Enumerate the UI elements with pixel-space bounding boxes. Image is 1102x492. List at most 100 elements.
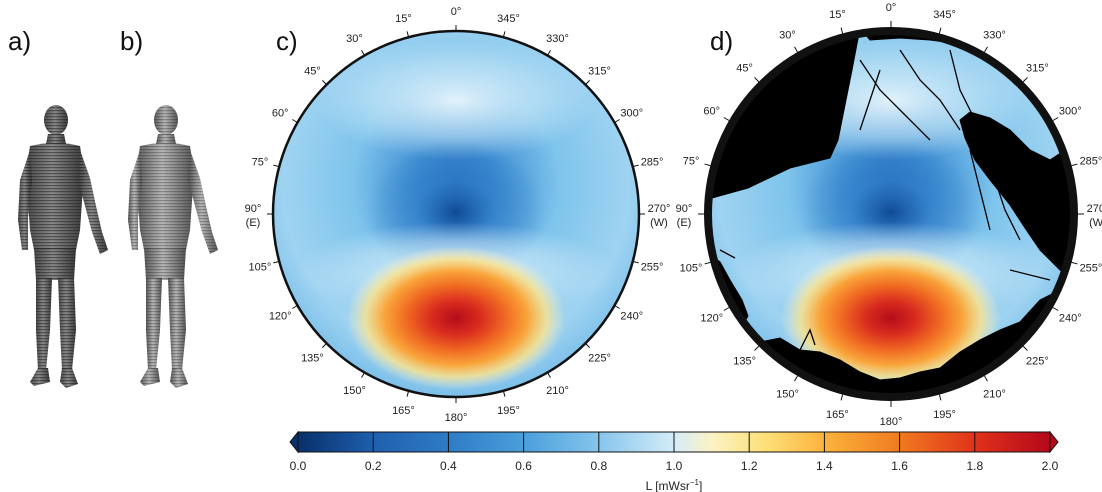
sky-map-d-tick-mark bbox=[1071, 163, 1078, 167]
sky-map-c-tick-label: 255° bbox=[641, 262, 664, 274]
sky-map-c-tick-label: 345° bbox=[497, 13, 520, 25]
sky-map-d-tick-label: 90° bbox=[676, 203, 693, 215]
sky-map-d-tick-label: 150° bbox=[776, 388, 799, 400]
sky-map-c-tick-label: 105° bbox=[249, 262, 272, 274]
sky-map-c-tick-label: 75° bbox=[252, 156, 269, 168]
sky-map-d-tick-label: 225° bbox=[1026, 355, 1049, 367]
sky-map-c-tick-mark bbox=[632, 260, 639, 264]
sky-map-c-tick-mark bbox=[292, 305, 298, 309]
sky-map-d-tick-mark bbox=[1052, 307, 1059, 311]
sky-map-d-tick-label: 135° bbox=[733, 355, 756, 367]
sky-map-d-tick-label: 270° bbox=[1087, 203, 1102, 215]
sky-map-c-tick-label: 330° bbox=[546, 33, 569, 45]
sky-map-c-tick-mark bbox=[502, 31, 506, 38]
sky-map-c-tick-label: 315° bbox=[588, 65, 611, 77]
sky-map-c-tick-label: 165° bbox=[392, 405, 415, 417]
sky-map-c-tick-label: 225° bbox=[588, 353, 611, 365]
sky-map-c-tick-label: 240° bbox=[620, 311, 643, 323]
sky-map-c-tick-mark bbox=[273, 164, 280, 168]
sky-map-d-tick-mark bbox=[1022, 77, 1028, 83]
sky-map-c-tick-mark bbox=[547, 50, 551, 56]
sky-map-d-tick-mark bbox=[1052, 117, 1059, 121]
sky-map-c-tick-mark bbox=[273, 260, 280, 264]
sky-map-c-tick-mark bbox=[361, 372, 365, 378]
sky-map-c-tick-label: 180° bbox=[445, 412, 468, 424]
sky-map-d-tick-mark bbox=[704, 261, 711, 265]
colorbar-ticks: 0.0 0.2 0.4 0.6 0.8 1.0 1.2 1.4 1.6 1.8 2.0 bbox=[290, 432, 1059, 473]
sky-map-d-tick-mark bbox=[1071, 261, 1078, 265]
sky-map-d-tick-mark bbox=[984, 46, 988, 53]
sky-map-c-tick-mark bbox=[547, 372, 551, 378]
sky-map-c-tick-mark bbox=[292, 119, 298, 123]
colorbar-min-arrow bbox=[289, 430, 299, 454]
sky-map-d-tick-label: 165° bbox=[826, 409, 849, 421]
sky-map-d-tick-sublabel: (E) bbox=[677, 217, 692, 229]
sky-map-d-tick-mark bbox=[723, 307, 730, 311]
sky-map-c-tick-mark bbox=[322, 343, 327, 348]
sky-map-c-tick-mark bbox=[614, 305, 620, 309]
sky-map-d-tick-label: 75° bbox=[683, 155, 700, 167]
sky-map-d-tick-mark bbox=[840, 27, 844, 34]
sky-map-d-tick-label: 120° bbox=[700, 313, 723, 325]
sky-map-d-tick-mark bbox=[938, 27, 942, 34]
colorbar-tick-label: 1.2 bbox=[741, 459, 758, 473]
human-model-voxel bbox=[18, 105, 108, 388]
sky-map-c-tick-label: 300° bbox=[620, 108, 643, 120]
sky-map-d-tick-label: 30° bbox=[779, 30, 796, 42]
panel-label-b: b) bbox=[120, 26, 143, 56]
colorbar-tick-label: 0.4 bbox=[440, 459, 457, 473]
sky-map-d-tick-mark bbox=[754, 77, 760, 83]
sky-map-d-tick-label: 45° bbox=[736, 63, 753, 75]
sky-map-d-tick-mark bbox=[984, 375, 988, 382]
panel-label-c: c) bbox=[276, 26, 298, 56]
sky-map-c-tick-mark bbox=[361, 50, 365, 56]
sky-map-c-tick-mark bbox=[322, 80, 327, 85]
colorbar-max-arrow bbox=[1049, 430, 1059, 454]
sky-radiance-map-c: 0° 345° 330° 315° 300° 285° 270° (W) 255° 240° 225… bbox=[245, 6, 671, 424]
sky-map-c-tick-mark bbox=[406, 31, 410, 38]
sky-map-c-tick-mark bbox=[614, 119, 620, 123]
sky-map-d-tick-mark bbox=[704, 163, 711, 167]
azimuth-ticks-d: 0° 345° 330° 315° 300° 285° 270° (W) 255° 240° 225… bbox=[676, 2, 1102, 428]
sky-map-d-tick-mark bbox=[723, 117, 730, 121]
sky-map-d-tick-label: 315° bbox=[1026, 63, 1049, 75]
human-model-shaded bbox=[128, 105, 218, 388]
sky-map-c-tick-sublabel: (W) bbox=[650, 217, 668, 229]
colorbar-tick-label: 1.8 bbox=[966, 459, 983, 473]
colorbar-tick-label: 1.6 bbox=[891, 459, 908, 473]
sky-map-d-tick-label: 210° bbox=[983, 388, 1006, 400]
sky-map-c-tick-mark bbox=[585, 80, 590, 85]
colorbar-tick-label: 0.2 bbox=[365, 459, 382, 473]
sky-map-c-tick-label: 210° bbox=[546, 385, 569, 397]
sky-map-d-tick-mark bbox=[1022, 345, 1028, 351]
colorbar-tick-label: 0.0 bbox=[290, 459, 307, 473]
colorbar-tick-label: 0.6 bbox=[515, 459, 532, 473]
sky-map-c-tick-label: 90° bbox=[245, 203, 262, 215]
sky-map-c-tick-label: 45° bbox=[304, 65, 321, 77]
sky-map-c-tick-mark bbox=[406, 390, 410, 397]
colorbar: 0.0 0.2 0.4 0.6 0.8 1.0 1.2 1.4 1.6 1.8 2.0 L [mWs… bbox=[289, 430, 1059, 492]
sky-map-c-tick-mark bbox=[502, 390, 506, 397]
sky-map-d-tick-mark bbox=[754, 345, 760, 351]
sky-map-c-tick-label: 0° bbox=[451, 6, 462, 18]
sky-map-c-tick-label: 150° bbox=[343, 385, 366, 397]
sky-map-d-tick-label: 285° bbox=[1080, 155, 1102, 167]
sky-map-c-tick-sublabel: (E) bbox=[246, 217, 261, 229]
colorbar-tick-label: 0.8 bbox=[590, 459, 607, 473]
sky-map-c-tick-label: 120° bbox=[269, 311, 292, 323]
colorbar-tick-label: 1.0 bbox=[666, 459, 683, 473]
sky-map-d-tick-label: 15° bbox=[829, 9, 846, 21]
sky-map-d-tick-label: 345° bbox=[933, 9, 956, 21]
sky-map-c-tick-mark bbox=[585, 343, 590, 348]
sky-map-c-tick-label: 195° bbox=[497, 405, 520, 417]
sky-map-c-tick-label: 270° bbox=[648, 203, 671, 215]
sky-map-c-tick-label: 285° bbox=[641, 156, 664, 168]
azimuth-ticks-c: 0° 345° 330° 315° 300° 285° 270° (W) 255° 240° 225… bbox=[245, 6, 671, 424]
colorbar-tick-label: 2.0 bbox=[1042, 459, 1059, 473]
sky-map-d-tick-sublabel: (W) bbox=[1089, 217, 1102, 229]
sky-map-d-tick-label: 180° bbox=[880, 416, 903, 428]
colorbar-axis-label: L [mWsr−1] bbox=[646, 478, 703, 492]
sky-map-c-tick-label: 30° bbox=[346, 33, 363, 45]
sky-map-d-tick-label: 300° bbox=[1059, 106, 1082, 118]
